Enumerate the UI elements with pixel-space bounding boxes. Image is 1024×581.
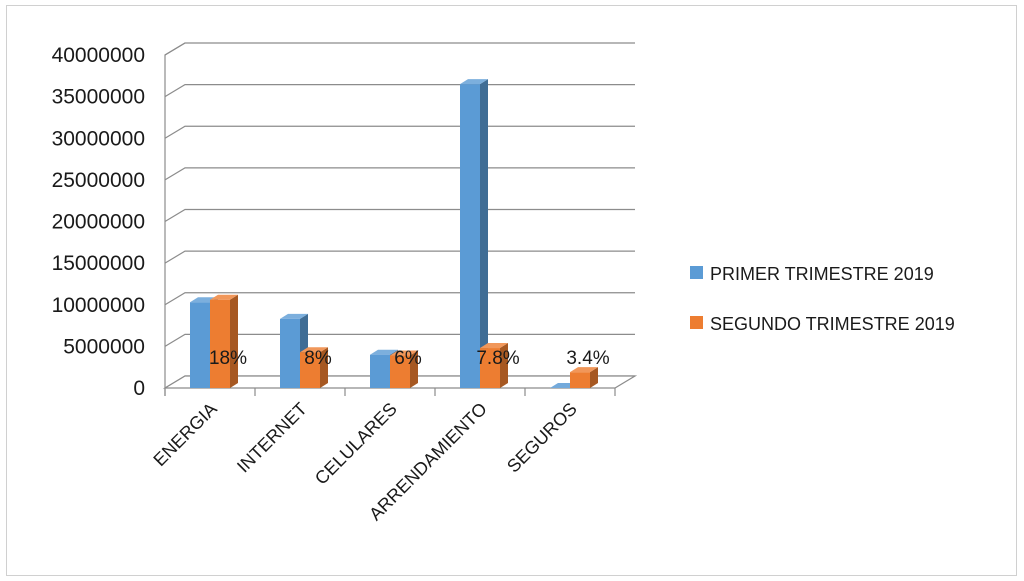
- data-label: 7.8%: [476, 348, 519, 369]
- y-tick-label: 15000000: [52, 252, 145, 275]
- y-tick-label: 40000000: [52, 44, 145, 67]
- data-labels: 18% 8% 6% 7.8% 3.4%: [209, 348, 610, 369]
- gridline: [164, 125, 635, 139]
- legend-swatch: [690, 266, 703, 279]
- legend-item: PRIMER TRIMESTRE 2019: [690, 264, 934, 284]
- y-axis-ticks: 0 5000000 10000000 15000000 20000000 25000000…: [52, 44, 145, 400]
- y-tick-label: 5000000: [63, 335, 145, 358]
- gridline: [164, 250, 635, 264]
- gridline: [164, 42, 635, 56]
- x-tick-label: SEGUROS: [503, 399, 581, 477]
- bar-segundo-arrendamiento: [480, 343, 508, 388]
- y-tick-label: 35000000: [52, 86, 145, 109]
- legend-item: SEGUNDO TRIMESTRE 2019: [690, 314, 955, 334]
- bar-segundo-celulares: [390, 350, 418, 388]
- legend-label: SEGUNDO TRIMESTRE 2019: [710, 314, 955, 334]
- bar-segundo-seguros: [570, 367, 598, 388]
- y-tick-label: 0: [133, 377, 145, 400]
- chart-frame: [6, 5, 1017, 576]
- bar-segundo-internet: [300, 347, 328, 388]
- bar-segundo-energia: [210, 294, 238, 388]
- legend-label: PRIMER TRIMESTRE 2019: [710, 264, 934, 284]
- y-tick-label: 20000000: [52, 211, 145, 234]
- y-axis-line: [164, 42, 186, 396]
- data-label: 18%: [209, 348, 247, 369]
- data-label: 3.4%: [566, 348, 609, 369]
- legend: PRIMER TRIMESTRE 2019 SEGUNDO TRIMESTRE 2…: [690, 264, 955, 334]
- y-tick-label: 10000000: [52, 294, 145, 317]
- x-tick-label: ENERGIA: [149, 399, 220, 470]
- data-label: 8%: [304, 348, 332, 369]
- bar-primer-arrendamiento: [460, 79, 488, 388]
- bars: [190, 79, 598, 388]
- x-tick-label: INTERNET: [233, 399, 311, 477]
- gridline: [164, 167, 635, 181]
- y-tick-label: 30000000: [52, 127, 145, 150]
- x-tick-label: CELULARES: [311, 399, 401, 489]
- gridline: [164, 84, 635, 98]
- gridline: [164, 208, 635, 223]
- legend-swatch: [690, 316, 703, 329]
- data-label: 6%: [394, 348, 422, 369]
- y-tick-label: 25000000: [52, 169, 145, 192]
